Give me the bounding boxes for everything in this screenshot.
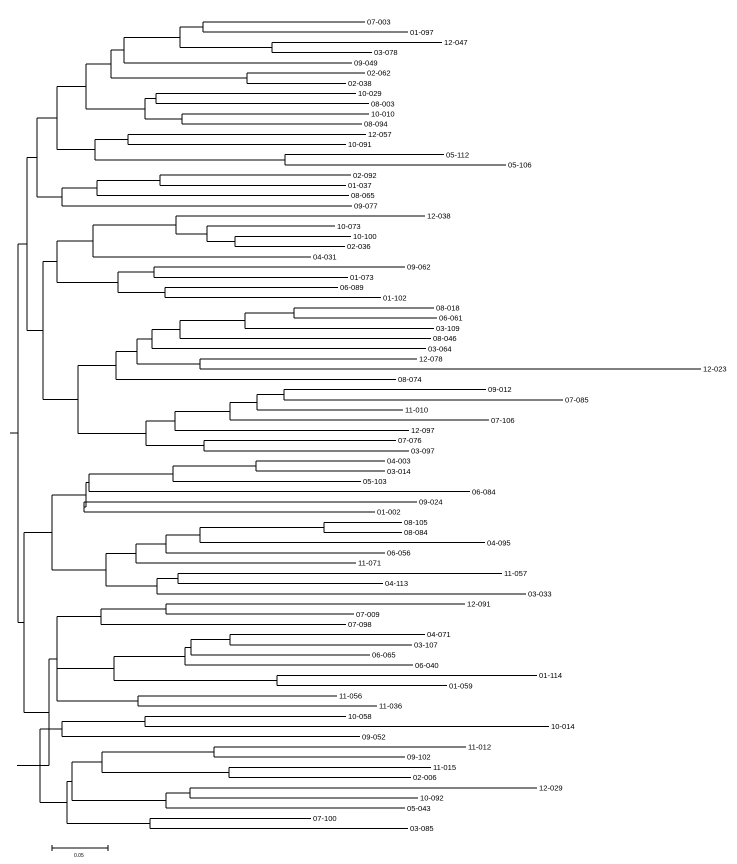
tree-branches — [10, 21, 701, 830]
leaf-label: 09-102 — [407, 753, 431, 762]
leaf-label: 02-006 — [413, 773, 437, 782]
leaf-label: 10-100 — [353, 232, 377, 241]
leaf-label: 01-097 — [410, 28, 434, 37]
leaf-label: 10-014 — [551, 722, 575, 731]
leaf-label: 03-014 — [387, 467, 411, 476]
leaf-label: 03-078 — [374, 48, 398, 57]
leaf-label: 08-084 — [404, 528, 428, 537]
leaf-label: 02-038 — [348, 79, 372, 88]
leaf-label: 08-094 — [364, 120, 388, 129]
leaf-label: 07-106 — [491, 416, 515, 425]
leaf-label: 01-102 — [383, 293, 407, 302]
leaf-label: 09-077 — [354, 201, 378, 210]
leaf-label: 10-091 — [348, 140, 372, 149]
leaf-label: 10-010 — [371, 109, 395, 118]
leaf-label: 11-036 — [379, 702, 402, 711]
scale-bar-label: 0.05 — [74, 853, 84, 859]
leaf-label: 03-097 — [411, 446, 435, 455]
leaf-label: 03-085 — [410, 824, 434, 833]
leaf-label: 09-052 — [362, 732, 386, 741]
leaf-label: 12-078 — [419, 355, 443, 364]
leaf-label: 11-012 — [468, 743, 491, 752]
leaf-label: 12-057 — [368, 130, 392, 139]
leaf-label: 07-100 — [313, 814, 337, 823]
leaf-label: 05-043 — [407, 804, 431, 813]
leaf-label: 03-033 — [528, 589, 552, 598]
leaf-label: 12-097 — [411, 426, 435, 435]
leaf-label: 07-098 — [348, 620, 372, 629]
leaf-label: 09-062 — [407, 263, 431, 272]
leaf-label: 01-002 — [377, 508, 401, 517]
leaf-label: 12-091 — [467, 600, 491, 609]
leaf-label: 09-049 — [354, 58, 378, 67]
leaf-label: 03-107 — [414, 640, 438, 649]
leaf-label: 01-114 — [539, 671, 562, 680]
leaf-label: 03-109 — [436, 324, 460, 333]
leaf-label: 12-029 — [539, 783, 563, 792]
leaf-label: 04-113 — [385, 579, 408, 588]
leaf-label: 04-095 — [487, 538, 511, 547]
leaf-label: 01-037 — [348, 181, 372, 190]
leaf-label: 07-009 — [356, 610, 380, 619]
leaf-label: 08-046 — [433, 334, 457, 343]
leaf-label: 01-059 — [449, 681, 473, 690]
leaf-label: 04-071 — [427, 630, 451, 639]
leaf-label: 08-003 — [371, 99, 395, 108]
leaf-label: 06-065 — [372, 651, 396, 660]
leaf-label: 11-057 — [504, 569, 527, 578]
leaf-label: 04-003 — [387, 457, 411, 466]
leaf-label: 07-085 — [565, 395, 589, 404]
leaf-label: 02-036 — [347, 242, 371, 251]
leaf-label: 10-029 — [358, 89, 382, 98]
leaf-labels: 07-00301-09712-04703-07809-04902-06202-0… — [313, 18, 727, 834]
leaf-label: 08-018 — [436, 303, 460, 312]
leaf-label: 06-056 — [387, 549, 411, 558]
leaf-label: 05-106 — [508, 161, 532, 170]
leaf-label: 11-056 — [339, 691, 362, 700]
leaf-label: 05-112 — [446, 150, 469, 159]
leaf-label: 08-065 — [351, 191, 375, 200]
scale-bar: 0.05 — [51, 845, 109, 859]
leaf-label: 10-058 — [348, 712, 372, 721]
leaf-label: 03-064 — [428, 344, 452, 353]
leaf-label: 06-084 — [472, 487, 496, 496]
leaf-label: 11-015 — [433, 763, 456, 772]
leaf-label: 04-031 — [313, 252, 337, 261]
leaf-label: 10-092 — [420, 794, 444, 803]
leaf-label: 11-010 — [405, 406, 428, 415]
leaf-label: 09-024 — [419, 497, 443, 506]
leaf-label: 08-105 — [404, 518, 428, 527]
leaf-label: 08-074 — [398, 375, 422, 384]
leaf-label: 06-061 — [439, 314, 463, 323]
leaf-label: 07-076 — [398, 436, 422, 445]
leaf-label: 07-003 — [367, 18, 391, 27]
leaf-label: 10-073 — [337, 222, 361, 231]
leaf-label: 02-092 — [353, 171, 377, 180]
leaf-label: 11-071 — [358, 559, 381, 568]
leaf-label: 12-038 — [427, 212, 451, 221]
leaf-label: 12-023 — [703, 365, 727, 374]
leaf-label: 02-062 — [367, 69, 391, 78]
leaf-label: 09-012 — [488, 385, 512, 394]
leaf-label: 05-103 — [363, 477, 387, 486]
leaf-label: 12-047 — [444, 38, 468, 47]
leaf-label: 01-073 — [350, 273, 374, 282]
leaf-label: 06-089 — [340, 283, 364, 292]
leaf-label: 06-040 — [415, 661, 439, 670]
